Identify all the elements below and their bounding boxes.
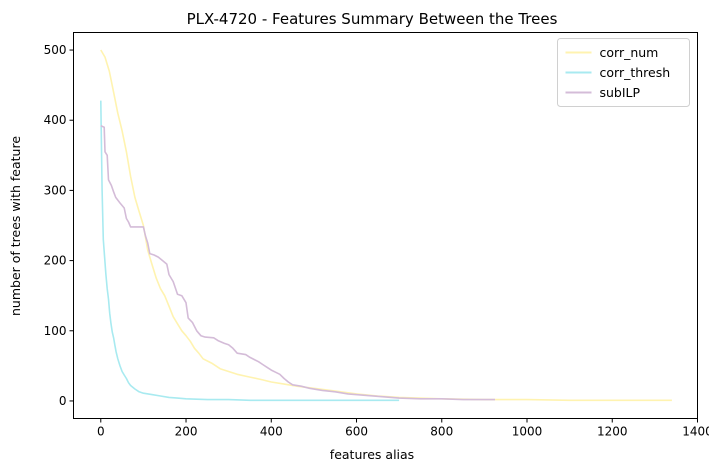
legend-label: corr_num <box>600 45 659 60</box>
x-tick-label: 800 <box>430 425 453 439</box>
series-line-corr_thresh <box>100 100 400 402</box>
plot-frame <box>73 32 698 419</box>
y-tick-label: 200 <box>44 254 67 268</box>
legend: corr_num corr_thresh subILP <box>557 38 690 107</box>
y-tick-label: 400 <box>44 113 67 127</box>
x-tick-label: 600 <box>345 425 368 439</box>
y-tick-label: 100 <box>44 324 67 338</box>
x-axis: 0 200 400 600 800 1000 1200 1400 <box>97 418 709 439</box>
legend-label: subILP <box>600 85 641 100</box>
y-tick-label: 500 <box>44 43 67 57</box>
x-tick-label: 0 <box>97 425 105 439</box>
x-tick-label: 1000 <box>512 425 543 439</box>
series-line-subILP <box>100 125 495 401</box>
chart-title: PLX-4720 - Features Summary Between the … <box>187 10 558 28</box>
plot-area <box>100 49 672 402</box>
y-axis: 0 100 200 300 400 500 <box>44 43 74 408</box>
x-tick-label: 200 <box>175 425 198 439</box>
y-tick-label: 300 <box>44 183 67 197</box>
legend-label: corr_thresh <box>600 65 671 80</box>
legend-box <box>557 38 690 107</box>
y-axis-label: number of trees with feature <box>8 136 23 316</box>
x-tick-label: 400 <box>260 425 283 439</box>
x-axis-label: features alias <box>330 447 414 462</box>
y-tick-label: 0 <box>59 394 67 408</box>
x-tick-label: 1200 <box>597 425 628 439</box>
x-tick-label: 1400 <box>682 425 709 439</box>
